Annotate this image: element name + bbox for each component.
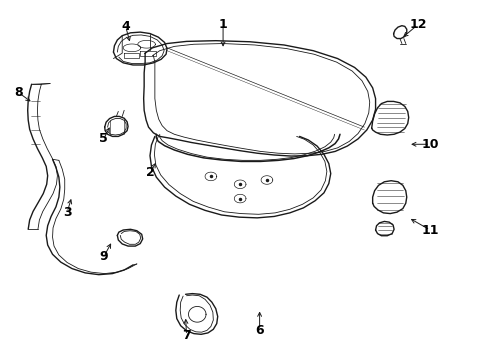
- Text: 12: 12: [409, 18, 427, 31]
- Text: 11: 11: [421, 224, 439, 237]
- Text: 10: 10: [421, 138, 439, 151]
- Text: 8: 8: [14, 86, 23, 99]
- Text: 3: 3: [63, 206, 72, 219]
- Text: 5: 5: [99, 132, 108, 145]
- Text: 7: 7: [182, 329, 191, 342]
- Text: 6: 6: [255, 324, 264, 337]
- Text: 2: 2: [146, 166, 154, 179]
- Text: 9: 9: [99, 250, 108, 263]
- Text: 4: 4: [121, 20, 130, 33]
- Text: 1: 1: [219, 18, 227, 31]
